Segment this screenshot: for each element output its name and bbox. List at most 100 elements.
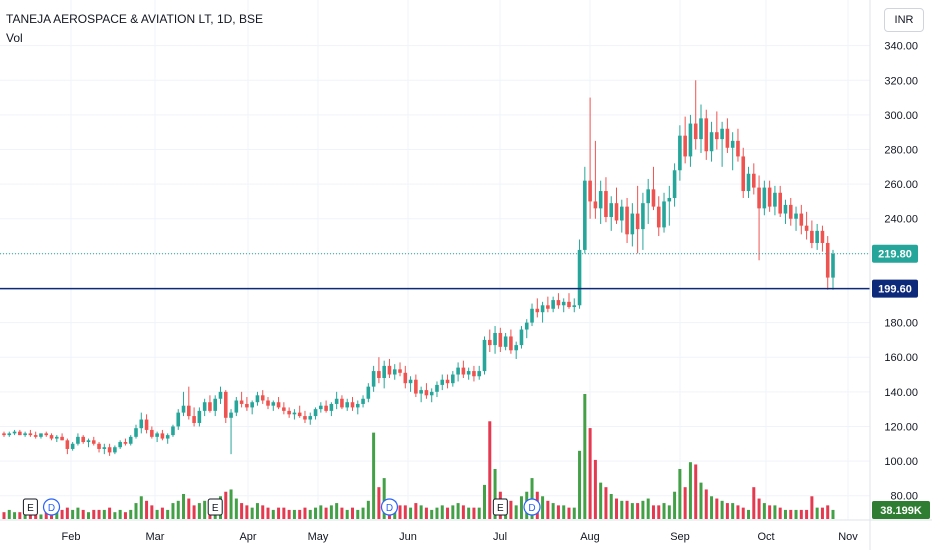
candle-body <box>139 419 144 429</box>
candle-body <box>128 436 133 444</box>
volume-bar <box>2 512 6 519</box>
volume-bar <box>250 507 254 519</box>
volume-bar <box>583 394 587 519</box>
candle-body <box>794 213 798 219</box>
volume-bar <box>176 500 180 519</box>
candle-body <box>239 400 244 404</box>
volume-bar <box>203 500 207 519</box>
candle-body <box>23 433 27 436</box>
candle-body <box>498 332 503 347</box>
time-tick-label: Oct <box>757 531 774 543</box>
volume-bar <box>398 505 402 519</box>
candle-body <box>466 371 471 375</box>
volume-bar <box>13 512 17 519</box>
earnings-marker <box>207 498 223 516</box>
volume-badge-label: 38.199K <box>880 505 922 517</box>
candle-body <box>76 436 80 444</box>
candle-body <box>271 402 276 406</box>
volume-bar <box>372 432 376 519</box>
volume-bar <box>826 505 830 519</box>
candle-body <box>70 443 75 449</box>
candle-body <box>81 436 86 443</box>
candle-body <box>345 402 350 408</box>
volume-bar <box>483 484 487 519</box>
candle-body <box>556 300 561 306</box>
volume-bar <box>609 494 613 519</box>
volume-bar <box>335 503 339 519</box>
candle-body <box>340 398 344 408</box>
candle-body <box>672 170 677 198</box>
volume-bar <box>630 503 634 519</box>
time-tick-label: Nov <box>838 531 858 543</box>
volume-bar <box>277 507 281 519</box>
volume-bar <box>741 507 745 519</box>
volume-bar <box>419 505 423 519</box>
candle-body <box>514 345 518 351</box>
earnings-marker <box>492 498 508 516</box>
volume-bar <box>783 509 787 519</box>
volume-bar <box>23 514 27 519</box>
candle-body <box>715 132 719 140</box>
volume-bar <box>229 489 233 519</box>
volume-bar <box>92 509 96 519</box>
volume-bar <box>377 487 381 519</box>
volume-bar <box>683 487 687 519</box>
dividend-marker <box>42 498 61 516</box>
volume-bar <box>187 498 191 519</box>
candle-body <box>746 173 751 192</box>
candle-body <box>260 395 265 401</box>
volume-bar <box>625 500 629 519</box>
candle-body <box>487 339 492 346</box>
volume-badge <box>872 501 930 519</box>
volume-bar <box>493 469 497 519</box>
symbol-title: TANEJA AEROSPACE & AVIATION LT, 1D, BSE <box>6 12 263 26</box>
candle-body <box>192 416 196 423</box>
candle-body <box>165 435 170 439</box>
candle-body <box>625 206 629 235</box>
candle-body <box>350 402 355 408</box>
candle-body <box>519 329 524 346</box>
candle-body <box>229 412 233 418</box>
candle-body <box>102 447 107 449</box>
volume-indicator-label[interactable]: Vol <box>6 31 23 45</box>
volume-bar <box>150 505 154 519</box>
volume-bar <box>292 509 296 519</box>
horizontal-level-badge <box>872 279 918 298</box>
candle-body <box>197 410 202 423</box>
candle-body <box>614 203 619 221</box>
volume-bar <box>298 509 302 519</box>
volume-bar <box>160 507 164 519</box>
candle-body <box>540 305 545 313</box>
volume-bar <box>108 507 112 519</box>
volume-bar <box>71 509 75 519</box>
volume-bar <box>303 507 307 519</box>
price-tick-label: 300.00 <box>884 110 918 122</box>
time-tick-label: Jul <box>493 531 507 543</box>
price-tick-label: 140.00 <box>884 387 918 399</box>
candle-body <box>778 192 782 214</box>
price-tick-label: 280.00 <box>884 145 918 157</box>
volume-bar <box>456 503 460 519</box>
volume-bar <box>477 507 481 519</box>
candle-body <box>699 118 703 140</box>
volume-bar <box>778 507 782 519</box>
volume-bar <box>519 496 523 519</box>
candle-body <box>86 440 91 443</box>
candle-body <box>577 249 582 306</box>
candle-body <box>503 336 508 347</box>
candle-body <box>107 447 112 453</box>
volume-bar <box>361 507 365 519</box>
candle-body <box>424 390 429 396</box>
volume-bar <box>34 512 38 519</box>
currency-button[interactable]: INR <box>884 8 924 32</box>
candle-body <box>113 447 117 453</box>
price-tick-label: 180.00 <box>884 318 918 330</box>
candle-body <box>245 403 249 408</box>
price-axis: 80.00100.00120.00140.00160.00180.00200.0… <box>869 0 930 550</box>
earnings-marker-label: E <box>27 503 34 514</box>
candle-body <box>667 197 672 202</box>
volume-bar <box>113 512 117 519</box>
candle-body <box>535 308 540 313</box>
time-axis: Feb Mar Apr May Jun Jul Aug Sep Oct Nov <box>0 519 932 543</box>
